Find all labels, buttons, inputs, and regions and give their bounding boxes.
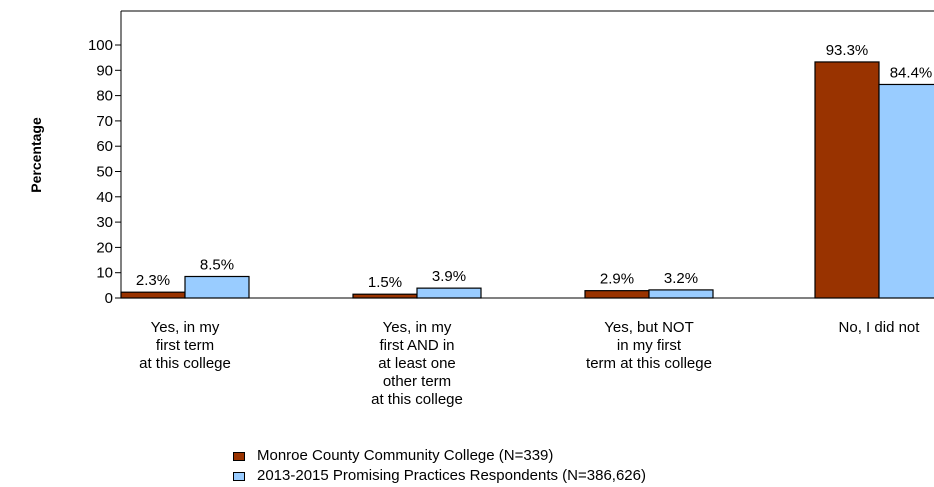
bar-series2-cat1	[184, 275, 250, 299]
y-tick-label-90: 90	[96, 62, 113, 79]
y-tick-label-20: 20	[96, 239, 113, 256]
bar-series1-cat3	[584, 290, 650, 299]
data-label-series2-cat3: 3.2%	[664, 270, 698, 287]
bar-series2-cat2	[416, 287, 482, 299]
bar-series1-cat4	[814, 61, 880, 299]
y-tick-label-80: 80	[96, 88, 113, 105]
data-label-series2-cat4: 84.4%	[890, 64, 933, 81]
y-tick-label-40: 40	[96, 189, 113, 206]
legend-swatch-series-1	[233, 451, 245, 461]
legend: Monroe County Community College (N=339) …	[233, 446, 646, 486]
x-category-label-2: Yes, in my first AND in at least one other …	[371, 319, 463, 408]
y-tick-label-70: 70	[96, 113, 113, 130]
data-label-series1-cat4: 93.3%	[826, 42, 869, 59]
legend-label-series-2: 2013-2015 Promising Practices Respondent…	[257, 467, 646, 484]
y-tick-label-30: 30	[96, 214, 113, 231]
data-label-series1-cat3: 2.9%	[600, 271, 634, 288]
bar-series2-cat4	[878, 83, 934, 299]
x-category-label-1: Yes, in my first term at this college	[139, 319, 231, 372]
bar-series1-cat2	[352, 293, 418, 299]
y-tick-label-10: 10	[96, 265, 113, 282]
data-label-series1-cat1: 2.3%	[136, 272, 170, 289]
y-tick-label-0: 0	[105, 290, 113, 307]
bar-series2-cat3	[648, 289, 714, 299]
bar-series1-cat1	[120, 291, 186, 299]
data-label-series2-cat1: 8.5%	[200, 256, 234, 273]
legend-swatch-series-2	[233, 471, 245, 481]
y-tick-label-50: 50	[96, 164, 113, 181]
data-label-series1-cat2: 1.5%	[368, 274, 402, 291]
legend-label-series-1: Monroe County Community College (N=339)	[257, 447, 554, 464]
y-tick-label-60: 60	[96, 138, 113, 155]
x-category-label-4: No, I did not	[839, 319, 921, 336]
legend-item-series-1: Monroe County Community College (N=339)	[233, 446, 646, 466]
legend-item-series-2: 2013-2015 Promising Practices Respondent…	[233, 466, 646, 486]
y-axis-label: Percentage	[28, 117, 44, 193]
x-category-label-3: Yes, but NOT in my first term at this coll…	[586, 319, 712, 372]
data-label-series2-cat2: 3.9%	[432, 268, 466, 285]
y-tick-label-100: 100	[88, 37, 113, 54]
